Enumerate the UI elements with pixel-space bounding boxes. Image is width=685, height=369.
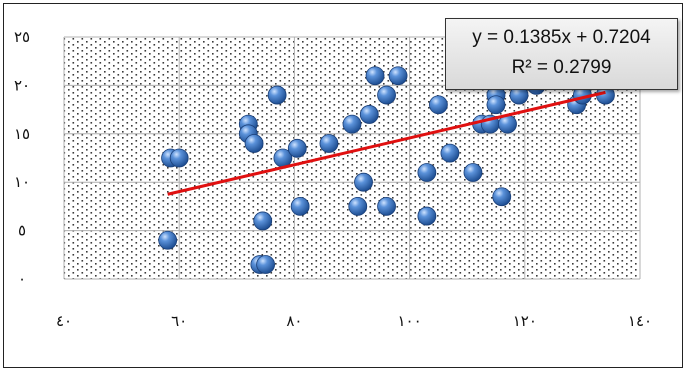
x-tick-label: ١٢٠ xyxy=(513,312,537,330)
y-axis-ticks: ٠ ٥ ١٠ ١٥ ٢٠ ٢٥ xyxy=(14,28,30,288)
data-point xyxy=(348,196,368,216)
data-point xyxy=(256,255,276,274)
data-point xyxy=(319,134,339,153)
x-axis-ticks: ٤٠ ٦٠ ٨٠ ١٠٠ ١٢٠ ١٤٠ xyxy=(56,312,652,330)
data-point xyxy=(463,163,483,182)
data-point xyxy=(492,187,512,207)
data-point xyxy=(377,196,396,216)
x-tick-label: ٨٠ xyxy=(286,312,302,330)
data-point xyxy=(486,95,506,115)
data-point xyxy=(169,148,189,168)
x-tick-label: ٤٠ xyxy=(56,312,72,330)
data-point xyxy=(354,172,373,192)
data-point xyxy=(365,66,385,86)
y-tick-label: ٥ xyxy=(18,222,26,240)
trendline xyxy=(167,90,606,196)
data-point xyxy=(290,196,310,216)
y-tick-label: ٢٠ xyxy=(14,76,30,94)
data-point xyxy=(440,143,460,163)
gridlines xyxy=(63,36,641,280)
x-tick-label: ١٠٠ xyxy=(398,312,422,330)
data-point xyxy=(417,206,437,226)
data-point xyxy=(287,138,307,158)
data-point xyxy=(359,105,379,124)
chart-frame: ٠ ٥ ١٠ ١٥ ٢٠ ٢٥ ٤٠ ٦٠ ٨٠ ١٠٠ ١٢٠ ١٤٠ y = 0.1385x +… xyxy=(3,3,683,368)
y-tick-label: ١٥ xyxy=(14,125,30,143)
data-point xyxy=(267,85,287,105)
x-tick-label: ٦٠ xyxy=(171,312,187,330)
data-point xyxy=(342,114,362,134)
r-squared-label: R² = 0.2799 xyxy=(511,57,612,78)
trendline-equation: y = 0.1385x + 0.7204 xyxy=(472,27,651,48)
data-point xyxy=(244,134,264,153)
data-point xyxy=(253,211,273,231)
x-tick-label: ١٤٠ xyxy=(628,312,652,330)
data-point xyxy=(158,230,178,250)
data-point xyxy=(417,163,437,182)
data-point xyxy=(377,85,396,105)
data-point xyxy=(388,66,408,86)
y-tick-label: ٢٥ xyxy=(14,28,30,46)
data-point xyxy=(428,95,448,115)
y-tick-label: ٠ xyxy=(18,270,26,288)
trendline-label-box: y = 0.1385x + 0.7204 R² = 0.2799 xyxy=(445,18,678,90)
y-tick-label: ١٠ xyxy=(14,173,30,191)
